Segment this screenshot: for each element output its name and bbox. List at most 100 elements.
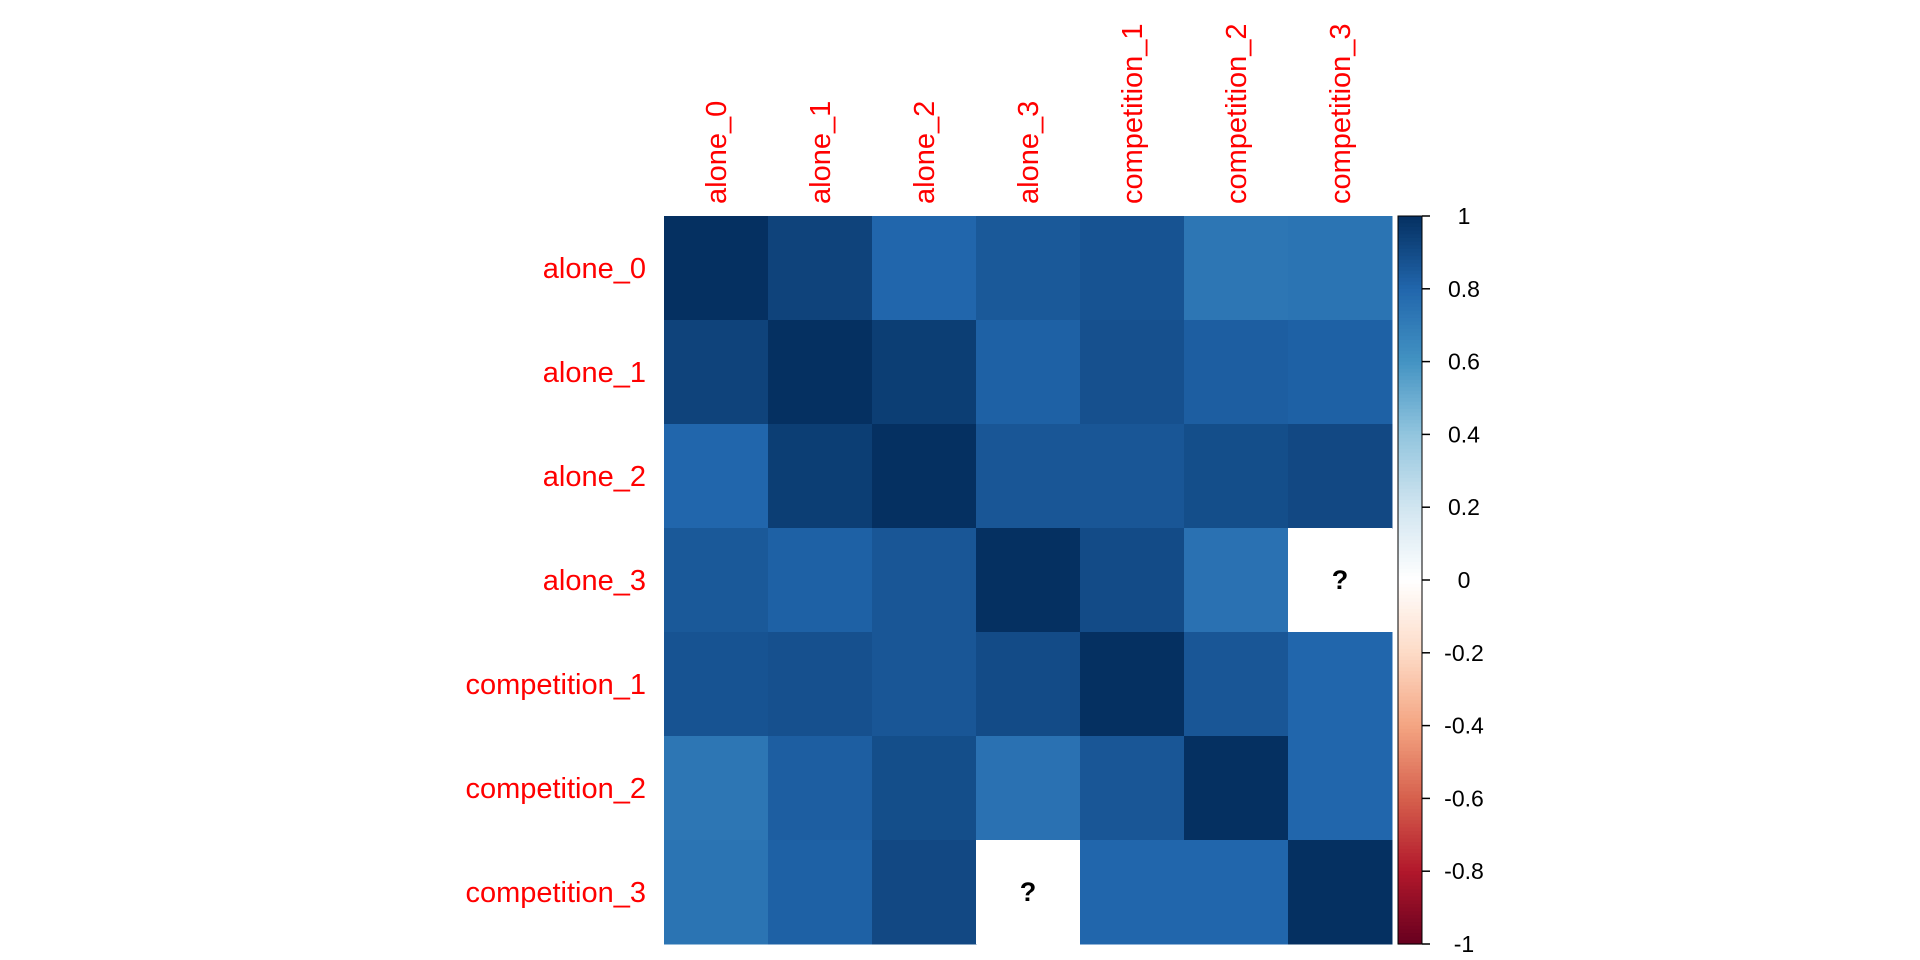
colorbar-segment	[1398, 216, 1422, 221]
colorbar-segment	[1398, 343, 1422, 348]
colorbar-segment	[1398, 769, 1422, 774]
colorbar-tick-label: -0.2	[1444, 640, 1484, 666]
colorbar-segment	[1398, 336, 1422, 341]
colorbar-segment	[1398, 376, 1422, 381]
colorbar-segment	[1398, 299, 1422, 304]
colorbar-segment	[1398, 754, 1422, 759]
row-label: competition_3	[465, 877, 646, 909]
colorbar-segment	[1398, 914, 1422, 920]
heatmap-cell	[1288, 632, 1393, 737]
colorbar-segment	[1398, 281, 1422, 286]
colorbar-segment	[1398, 237, 1422, 243]
colorbar-segment	[1398, 296, 1422, 301]
colorbar-segment	[1398, 423, 1422, 428]
colorbar-segment	[1398, 347, 1422, 352]
row-labels: alone_0 alone_1 alone_2 alone_3 competition_…	[465, 253, 646, 909]
colorbar-segment	[1398, 412, 1422, 417]
colorbar-segment	[1398, 521, 1422, 526]
colorbar-segment	[1398, 539, 1422, 545]
colorbar-segment	[1398, 729, 1422, 734]
colorbar-segment	[1398, 831, 1422, 836]
colorbar-tick-label: 0.8	[1448, 276, 1480, 302]
colorbar-segment	[1398, 714, 1422, 719]
heatmap-cell	[976, 320, 1081, 425]
row-label: alone_3	[543, 565, 646, 597]
colorbar-segment	[1398, 427, 1422, 432]
colorbar-segment	[1398, 867, 1422, 872]
colorbar-segment	[1398, 649, 1422, 654]
colorbar-segment	[1398, 550, 1422, 556]
colorbar-segment	[1398, 834, 1422, 840]
colorbar-segment	[1398, 878, 1422, 883]
colorbar-segment	[1398, 489, 1422, 494]
colorbar-segment	[1398, 929, 1422, 934]
colorbar-segment	[1398, 936, 1422, 941]
heatmap-cell	[1080, 840, 1185, 945]
colorbar-segment	[1398, 601, 1422, 607]
row-label: alone_0	[543, 253, 646, 285]
colorbar-segment	[1398, 263, 1422, 268]
colorbar-segment	[1398, 398, 1422, 403]
colorbar-segment	[1398, 656, 1422, 661]
colorbar-segment	[1398, 503, 1422, 508]
colorbar-segment	[1398, 860, 1422, 865]
colorbar-tick-label: 0.2	[1448, 494, 1480, 520]
colorbar-segment	[1398, 805, 1422, 810]
colorbar-segment	[1398, 558, 1422, 563]
colorbar-segment	[1398, 925, 1422, 931]
colorbar-segment	[1398, 700, 1422, 705]
colorbar-segment	[1398, 245, 1422, 250]
colorbar-segment	[1398, 842, 1422, 847]
colorbar-segment	[1398, 641, 1422, 647]
colorbar-segment	[1398, 838, 1422, 843]
colorbar-segment	[1398, 408, 1422, 414]
colorbar-segment	[1398, 481, 1422, 486]
colorbar-segment	[1398, 569, 1422, 574]
colorbar-segment	[1398, 572, 1422, 577]
heatmap-cell	[1288, 840, 1393, 945]
colorbar-tick-label: -0.4	[1444, 713, 1484, 739]
colorbar-segment	[1398, 616, 1422, 621]
colorbar-segment	[1398, 732, 1422, 738]
colorbar-segment	[1398, 463, 1422, 468]
column-label: competition_2	[1221, 23, 1253, 204]
heatmap-cell	[1080, 424, 1185, 529]
heatmap-cells: ??	[664, 216, 1393, 945]
heatmap-cell	[976, 528, 1081, 633]
colorbar-segment	[1398, 802, 1422, 807]
missing-value-marker: ?	[1020, 877, 1037, 907]
heatmap-cell	[1080, 216, 1185, 321]
colorbar-segment	[1398, 332, 1422, 337]
colorbar-segment	[1398, 885, 1422, 890]
colorbar-segment	[1398, 893, 1422, 898]
colorbar-segment	[1398, 678, 1422, 683]
heatmap-cell	[768, 840, 873, 945]
colorbar-segment	[1398, 565, 1422, 570]
heatmap-cell	[768, 320, 873, 425]
column-label: competition_1	[1117, 23, 1149, 204]
colorbar-segment	[1398, 219, 1422, 224]
colorbar-tick-label: -0.6	[1444, 785, 1484, 811]
colorbar-segment	[1398, 270, 1422, 275]
colorbar-segment	[1398, 634, 1422, 639]
colorbar-tick-label: -0.8	[1444, 858, 1484, 884]
colorbar-segment	[1398, 765, 1422, 770]
column-label: competition_3	[1325, 23, 1357, 204]
colorbar-segment	[1398, 609, 1422, 614]
colorbar-segment	[1398, 314, 1422, 319]
colorbar-segment	[1398, 587, 1422, 592]
heatmap-cell	[1184, 736, 1289, 841]
heatmap-cell	[872, 216, 977, 321]
row-label: alone_1	[543, 357, 646, 389]
colorbar-segment	[1398, 776, 1422, 781]
colorbar-segment	[1398, 874, 1422, 880]
colorbar-segment	[1398, 361, 1422, 366]
colorbar-segment	[1398, 390, 1422, 395]
colorbar-segment	[1398, 576, 1422, 581]
colorbar	[1397, 215, 1423, 945]
colorbar-segment	[1398, 536, 1422, 541]
colorbar-segment	[1398, 561, 1422, 567]
colorbar-segment	[1398, 478, 1422, 483]
colorbar-segment	[1398, 692, 1422, 698]
heatmap-cell	[976, 424, 1081, 529]
